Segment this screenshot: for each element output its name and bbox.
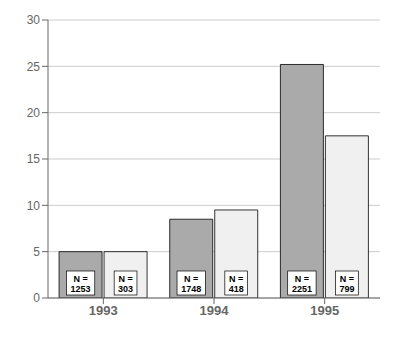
svg-text:1994: 1994 — [200, 303, 230, 318]
svg-text:25: 25 — [27, 60, 41, 74]
svg-text:15: 15 — [27, 152, 41, 166]
svg-text:10: 10 — [27, 199, 41, 213]
svg-text:0: 0 — [33, 291, 40, 305]
svg-text:5: 5 — [33, 245, 40, 259]
svg-text:N =799: N =799 — [339, 274, 354, 294]
svg-text:N =1748: N =1748 — [181, 274, 201, 294]
svg-text:N =418: N =418 — [229, 274, 244, 294]
svg-text:N =303: N =303 — [118, 274, 133, 294]
svg-text:20: 20 — [27, 106, 41, 120]
svg-text:30: 30 — [27, 13, 41, 27]
svg-text:N =2251: N =2251 — [292, 274, 312, 294]
svg-text:1993: 1993 — [89, 303, 118, 318]
svg-text:1995: 1995 — [310, 303, 339, 318]
svg-text:N =1253: N =1253 — [71, 274, 91, 294]
